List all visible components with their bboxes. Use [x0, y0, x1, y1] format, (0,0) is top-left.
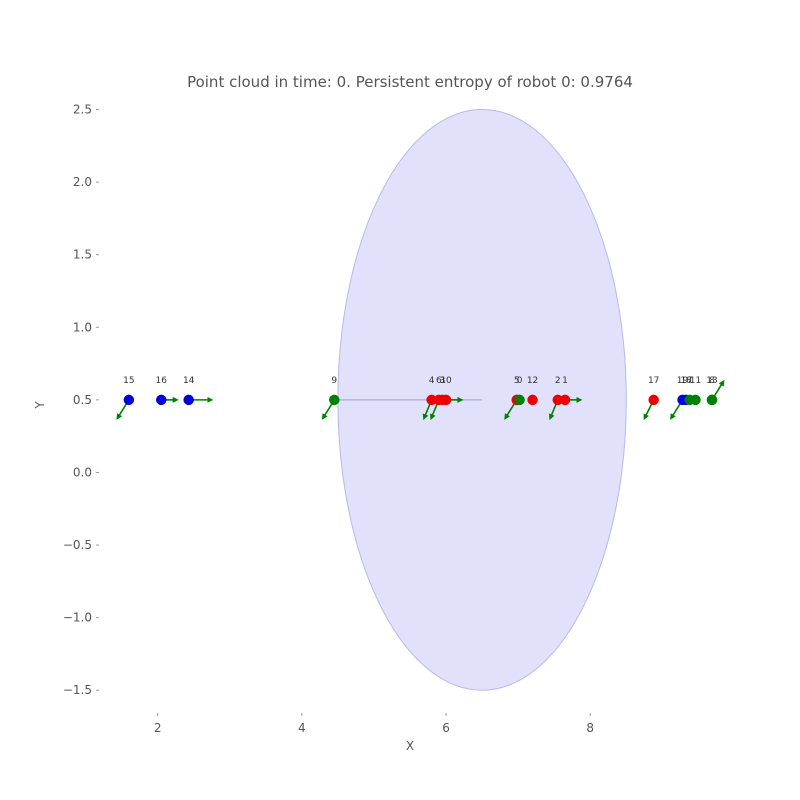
- robot-point: [440, 394, 452, 406]
- robot-label: 14: [183, 376, 195, 386]
- robot-label: 3: [440, 376, 446, 386]
- robot-label: 15: [123, 376, 134, 386]
- x-tick-label: 6: [442, 721, 450, 735]
- robot-point: [648, 394, 659, 406]
- robot-label: 12: [527, 376, 538, 386]
- robot-label: 7: [687, 376, 693, 386]
- y-tick-label: 2.5: [73, 103, 92, 117]
- robot-label: 16: [156, 376, 168, 386]
- robot-label: 17: [648, 376, 659, 386]
- y-tick-label: −1.0: [63, 611, 92, 625]
- x-tick-label: 2: [154, 721, 162, 735]
- y-tick-label: 1.5: [73, 248, 92, 262]
- robot-label: 4: [429, 376, 435, 386]
- y-tick-label: 1.0: [73, 320, 92, 334]
- robot-label: 8: [709, 376, 715, 386]
- robot-label: 1: [562, 376, 568, 386]
- y-tick-label: 0.0: [73, 465, 92, 479]
- y-axis-label: Y: [33, 401, 47, 410]
- robot-point: [514, 394, 525, 406]
- robot-label: 13: [706, 376, 717, 386]
- y-tick-label: 2.0: [73, 175, 92, 189]
- robot-point: [156, 394, 167, 406]
- x-axis-label: X: [406, 739, 414, 753]
- y-tick-label: 0.5: [73, 393, 92, 407]
- x-tick-label: 8: [586, 721, 594, 735]
- robot-label: 0: [517, 376, 523, 386]
- robot-label: 6: [436, 376, 442, 386]
- robot-point: [123, 394, 135, 406]
- robot-point: [559, 394, 571, 406]
- robot-label: 11: [690, 376, 701, 386]
- robot-label: 19: [677, 376, 689, 386]
- robot-point: [706, 394, 718, 406]
- robot-point: [329, 394, 340, 406]
- robot-point: [690, 394, 701, 406]
- y-tick-label: −1.5: [63, 683, 92, 697]
- robot-label: 9: [331, 376, 337, 386]
- robot-point: [527, 394, 538, 406]
- x-tick-label: 4: [298, 721, 306, 735]
- axes: −1.5−1.0−0.50.00.51.01.52.02.52 4 6 8: [63, 103, 594, 735]
- chart-title: Point cloud in time: 0. Persistent entro…: [187, 73, 633, 91]
- robot-point: [183, 394, 194, 406]
- robot-label: 2: [555, 376, 561, 386]
- robot-label: 5: [514, 376, 520, 386]
- y-tick-label: −0.5: [63, 538, 92, 552]
- overlay-layer: [337, 109, 627, 691]
- robot-label: 10: [440, 376, 452, 386]
- robot-label: 18: [680, 376, 692, 386]
